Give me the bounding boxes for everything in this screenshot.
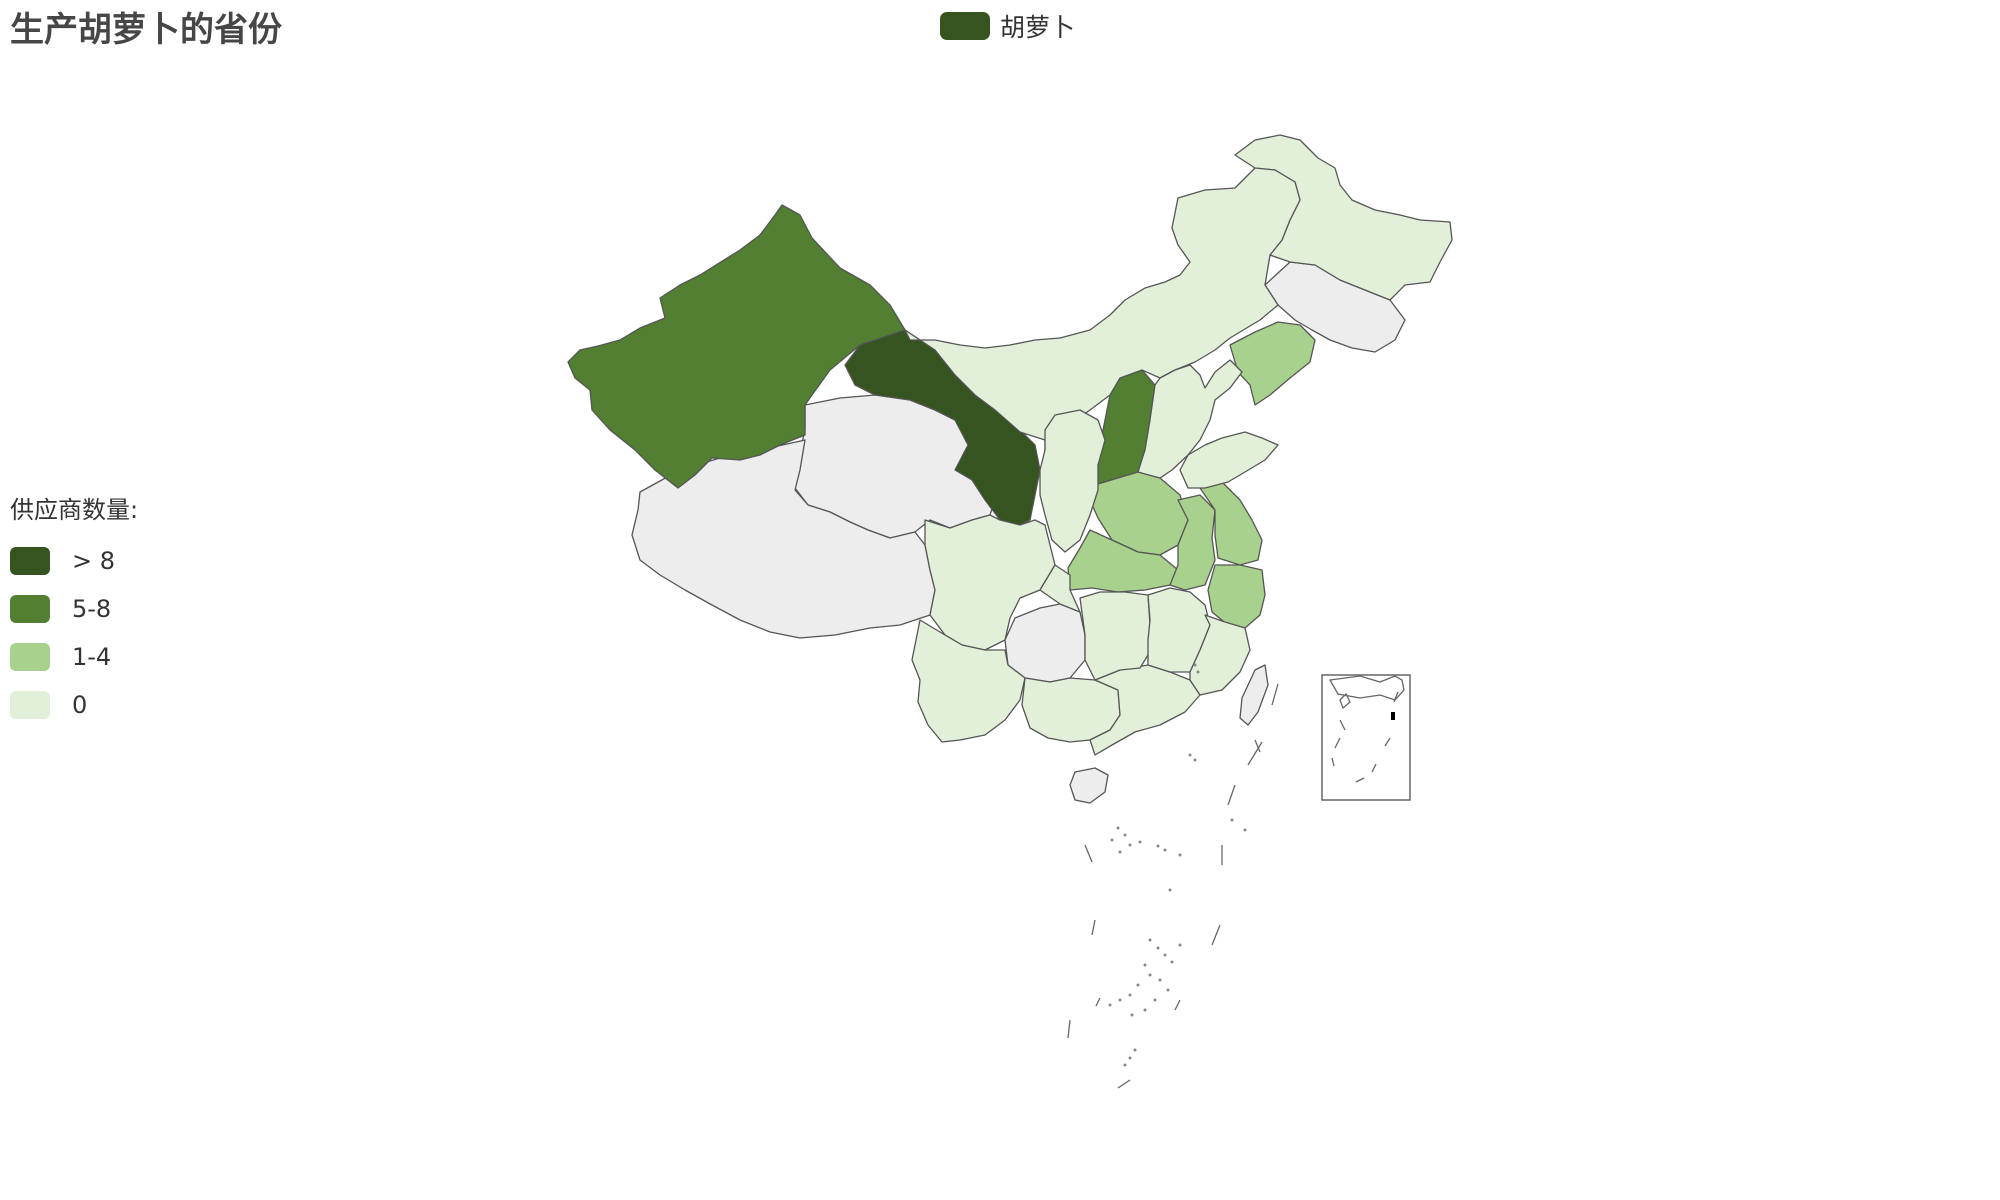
region-anhui[interactable]: 安徽 <box>1169 494 1216 591</box>
region-chongqing[interactable]: 重庆 <box>1039 564 1081 613</box>
region-shaanxi[interactable]: 陕西 <box>1039 409 1106 553</box>
region-jiangsu[interactable]: 江苏 <box>1199 481 1263 566</box>
series-swatch <box>940 12 990 40</box>
visual-map-title: 供应商数量: <box>10 496 139 524</box>
region-hebei[interactable]: 河北 <box>1137 359 1243 479</box>
region-yunnan[interactable]: 云南 <box>911 619 1026 743</box>
region-taiwan[interactable]: 台湾 <box>1239 664 1269 726</box>
region-liaoning[interactable]: 辽宁 <box>1229 321 1316 406</box>
south-china-sea-islands <box>1067 674 1411 1089</box>
visual-map-item-gt8[interactable]: > 8 <box>10 537 138 585</box>
region-hainan[interactable]: 海南 <box>1069 767 1109 804</box>
visual-map-item-1-4[interactable]: 1-4 <box>10 633 138 681</box>
visual-map-item-0[interactable]: 0 <box>10 681 138 729</box>
island-dots <box>1108 663 1247 1067</box>
visual-map-label: 0 <box>72 691 88 719</box>
region-guizhou[interactable]: 贵州 <box>1004 603 1086 683</box>
region-shandong[interactable]: 山东 <box>1179 431 1279 489</box>
series-legend[interactable]: 胡萝卜 <box>940 8 1075 44</box>
series-legend-label: 胡萝卜 <box>1000 13 1076 42</box>
visual-map-item-5-8[interactable]: 5-8 <box>10 585 138 633</box>
visual-map: 供应商数量: > 8 5-8 1-4 0 <box>10 490 138 729</box>
visual-map-swatch <box>10 643 50 671</box>
region-sichuan[interactable]: 四川 <box>924 514 1056 651</box>
visual-map-label: 5-8 <box>72 595 112 623</box>
region-zhejiang[interactable]: 浙江 <box>1207 564 1266 629</box>
visual-map-swatch <box>10 547 50 575</box>
visual-map-swatch <box>10 595 50 623</box>
region-hunan[interactable]: 湖南 <box>1079 591 1151 681</box>
visual-map-label: > 8 <box>72 547 116 575</box>
region-fujian[interactable]: 福建 <box>1189 614 1251 696</box>
visual-map-swatch <box>10 691 50 719</box>
region-xinjiang[interactable]: 新疆 <box>567 204 906 489</box>
map-title: 生产胡萝卜的省份 <box>10 10 282 50</box>
region-hubei[interactable]: 湖北 <box>1067 529 1179 593</box>
visual-map-label: 1-4 <box>72 643 112 671</box>
